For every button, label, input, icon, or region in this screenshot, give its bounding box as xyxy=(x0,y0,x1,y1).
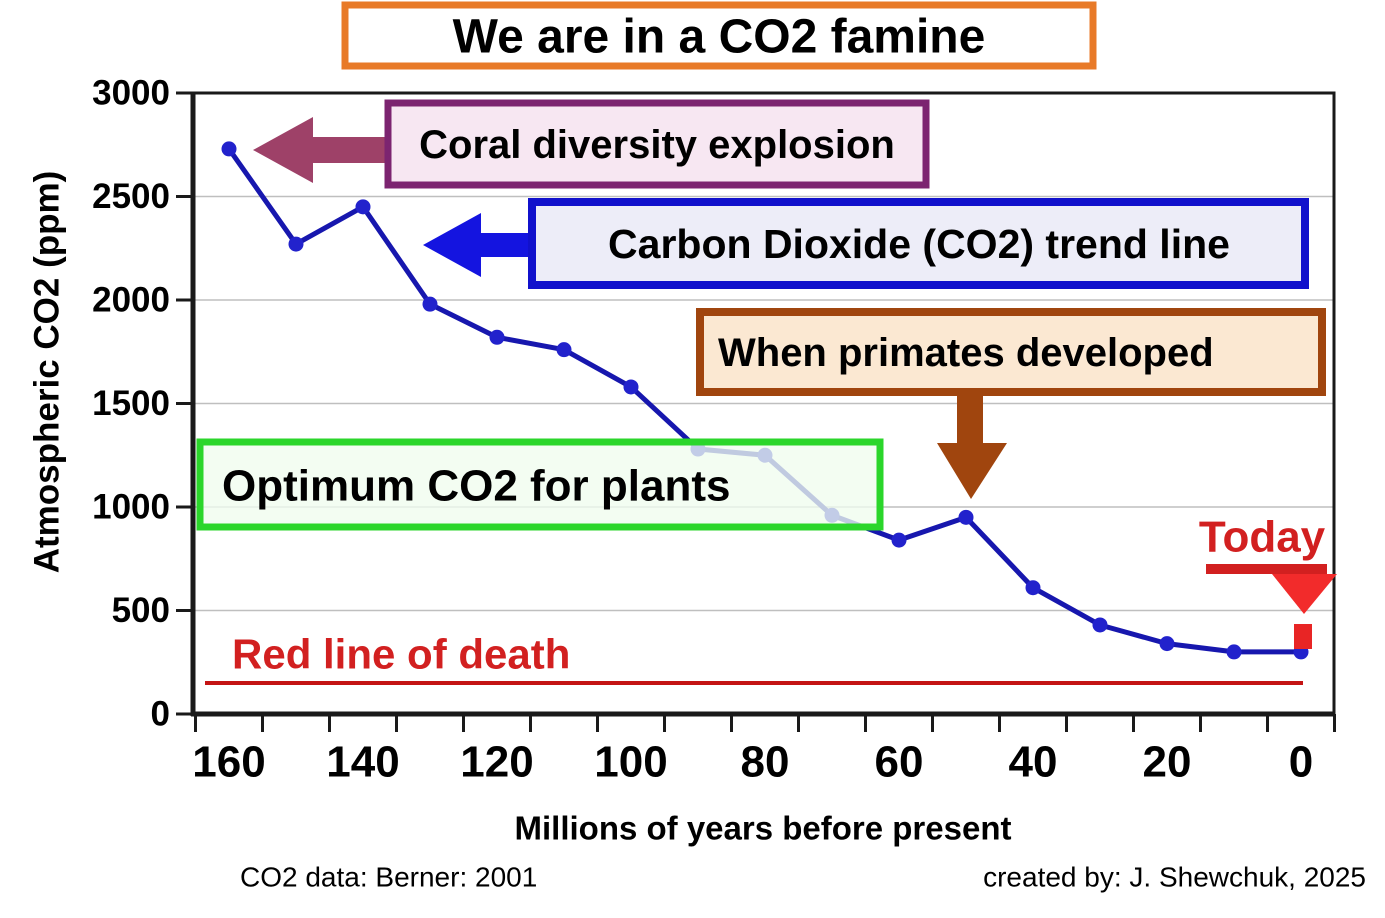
data-point xyxy=(422,296,438,312)
data-point xyxy=(355,199,371,215)
data-point xyxy=(623,379,639,395)
data-point xyxy=(1025,580,1041,596)
data-point xyxy=(489,329,505,345)
trend-left-arrow-icon xyxy=(423,213,534,277)
today-annotation: Today xyxy=(1199,513,1337,649)
y-tick-label: 500 xyxy=(112,591,170,630)
primates-annotation: When primates developed xyxy=(696,308,1326,499)
x-tick-label: 160 xyxy=(192,738,265,787)
coral-left-arrow-icon xyxy=(253,117,390,183)
primates-label: When primates developed xyxy=(718,331,1214,375)
primates-box xyxy=(696,308,1326,396)
today-label: Today xyxy=(1199,513,1326,562)
optimum-co2-box xyxy=(196,438,884,531)
x-tick-label: 80 xyxy=(741,738,790,787)
y-tick-label: 0 xyxy=(151,695,170,734)
coral-diversity-label: Coral diversity explosion xyxy=(419,123,895,167)
y-tick-label: 1500 xyxy=(92,384,170,423)
data-point xyxy=(891,532,907,548)
data-point xyxy=(1226,644,1242,660)
trend-line-box xyxy=(528,198,1309,289)
optimum-co2-annotation: Optimum CO2 for plants xyxy=(196,438,884,531)
x-tick-label: 60 xyxy=(875,738,924,787)
data-point xyxy=(1159,636,1175,652)
x-tick-label: 140 xyxy=(326,738,399,787)
y-axis-title: Atmospheric CO2 (ppm) xyxy=(28,171,67,574)
x-axis: 160 140 120 100 80 60 40 20 0 xyxy=(192,714,1336,787)
coral-diversity-box xyxy=(384,99,930,189)
data-point xyxy=(556,342,572,358)
y-tick-label: 3000 xyxy=(92,74,170,113)
today-down-arrow-icon xyxy=(1272,574,1337,614)
optimum-co2-label: Optimum CO2 for plants xyxy=(222,462,730,511)
x-tick-label: 120 xyxy=(460,738,533,787)
data-source-credit: CO2 data: Berner: 2001 xyxy=(240,862,537,893)
data-point xyxy=(1092,617,1108,633)
title-text: We are in a CO2 famine xyxy=(453,11,986,64)
y-tick-label: 2000 xyxy=(92,281,170,320)
y-axis: 0 500 1000 1500 2000 2500 3000 xyxy=(92,74,193,734)
trend-line-annotation: Carbon Dioxide (CO2) trend line xyxy=(423,198,1309,289)
today-marker-stub xyxy=(1294,624,1312,649)
x-axis-title: Millions of years before present xyxy=(515,810,1012,847)
x-tick-label: 100 xyxy=(594,738,667,787)
data-point xyxy=(958,509,974,525)
data-point xyxy=(288,236,304,252)
trend-line-label: Carbon Dioxide (CO2) trend line xyxy=(608,221,1230,267)
data-point xyxy=(221,141,237,157)
y-tick-label: 1000 xyxy=(92,488,170,527)
coral-diversity-annotation: Coral diversity explosion xyxy=(253,99,930,189)
title-box xyxy=(341,1,1097,70)
y-tick-label: 2500 xyxy=(92,177,170,216)
x-tick-label: 40 xyxy=(1009,738,1058,787)
red-line-of-death-label: Red line of death xyxy=(232,631,570,678)
x-tick-label: 20 xyxy=(1143,738,1192,787)
today-underline xyxy=(1206,564,1327,574)
author-credit: created by: J. Shewchuk, 2025 xyxy=(983,862,1366,893)
chart-title: We are in a CO2 famine xyxy=(341,1,1097,70)
x-tick-label: 0 xyxy=(1289,738,1313,787)
primates-down-arrow-icon xyxy=(937,388,1007,499)
